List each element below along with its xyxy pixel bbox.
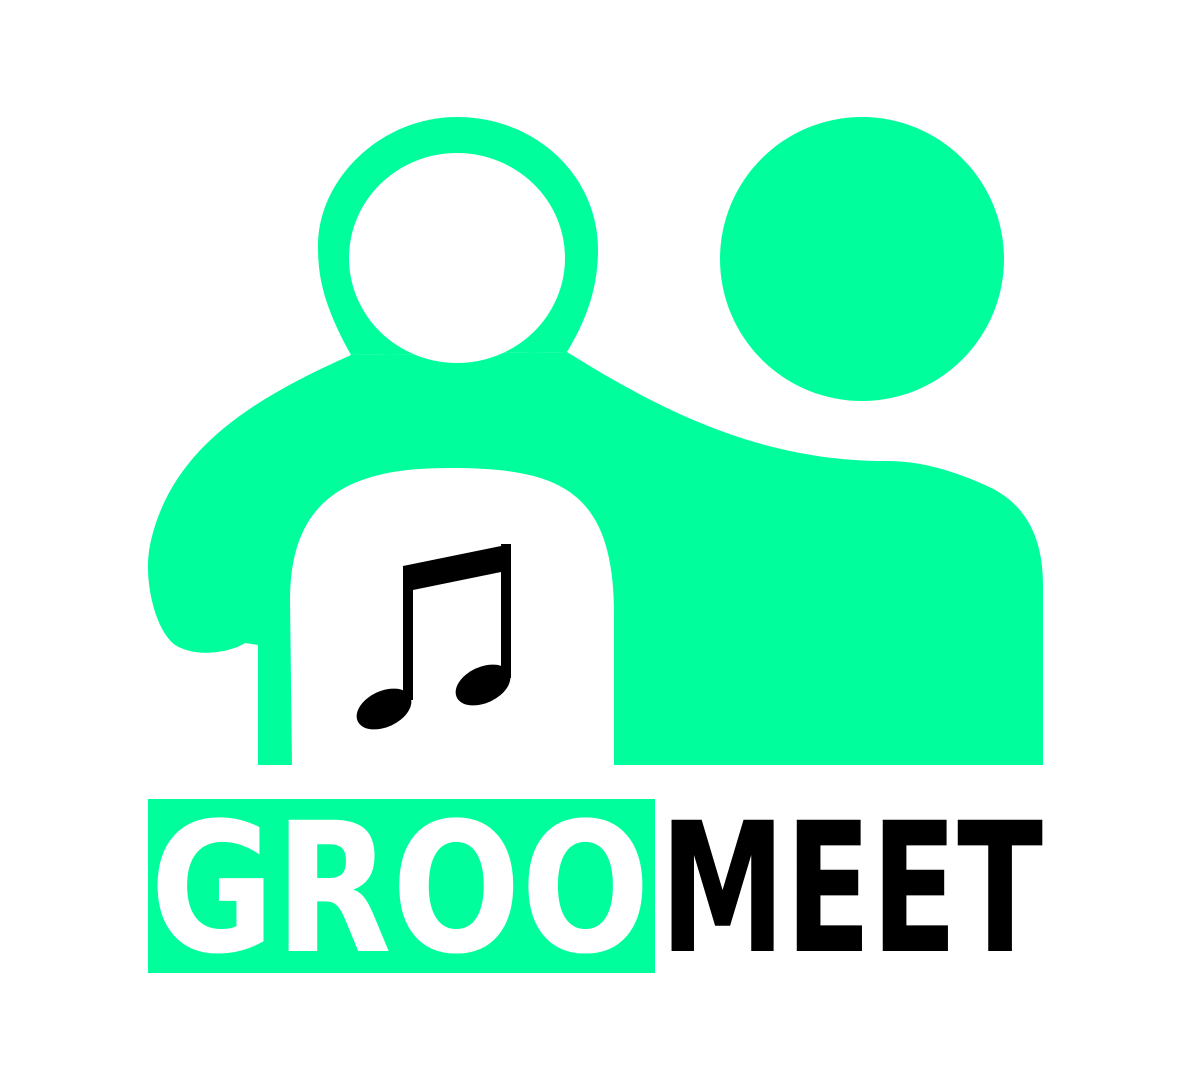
wordmark-part2: MEET [660,785,1043,994]
front-body [290,468,614,765]
wordmark-box [148,799,655,973]
note-head [455,664,511,706]
note-stem [403,566,413,700]
left-head [349,153,565,363]
right-head [720,117,1004,401]
music-note [356,544,511,730]
wordmark-part1: GROO [150,785,650,994]
note-beam [403,544,511,590]
note-head [356,688,412,730]
note-stem [501,544,511,678]
